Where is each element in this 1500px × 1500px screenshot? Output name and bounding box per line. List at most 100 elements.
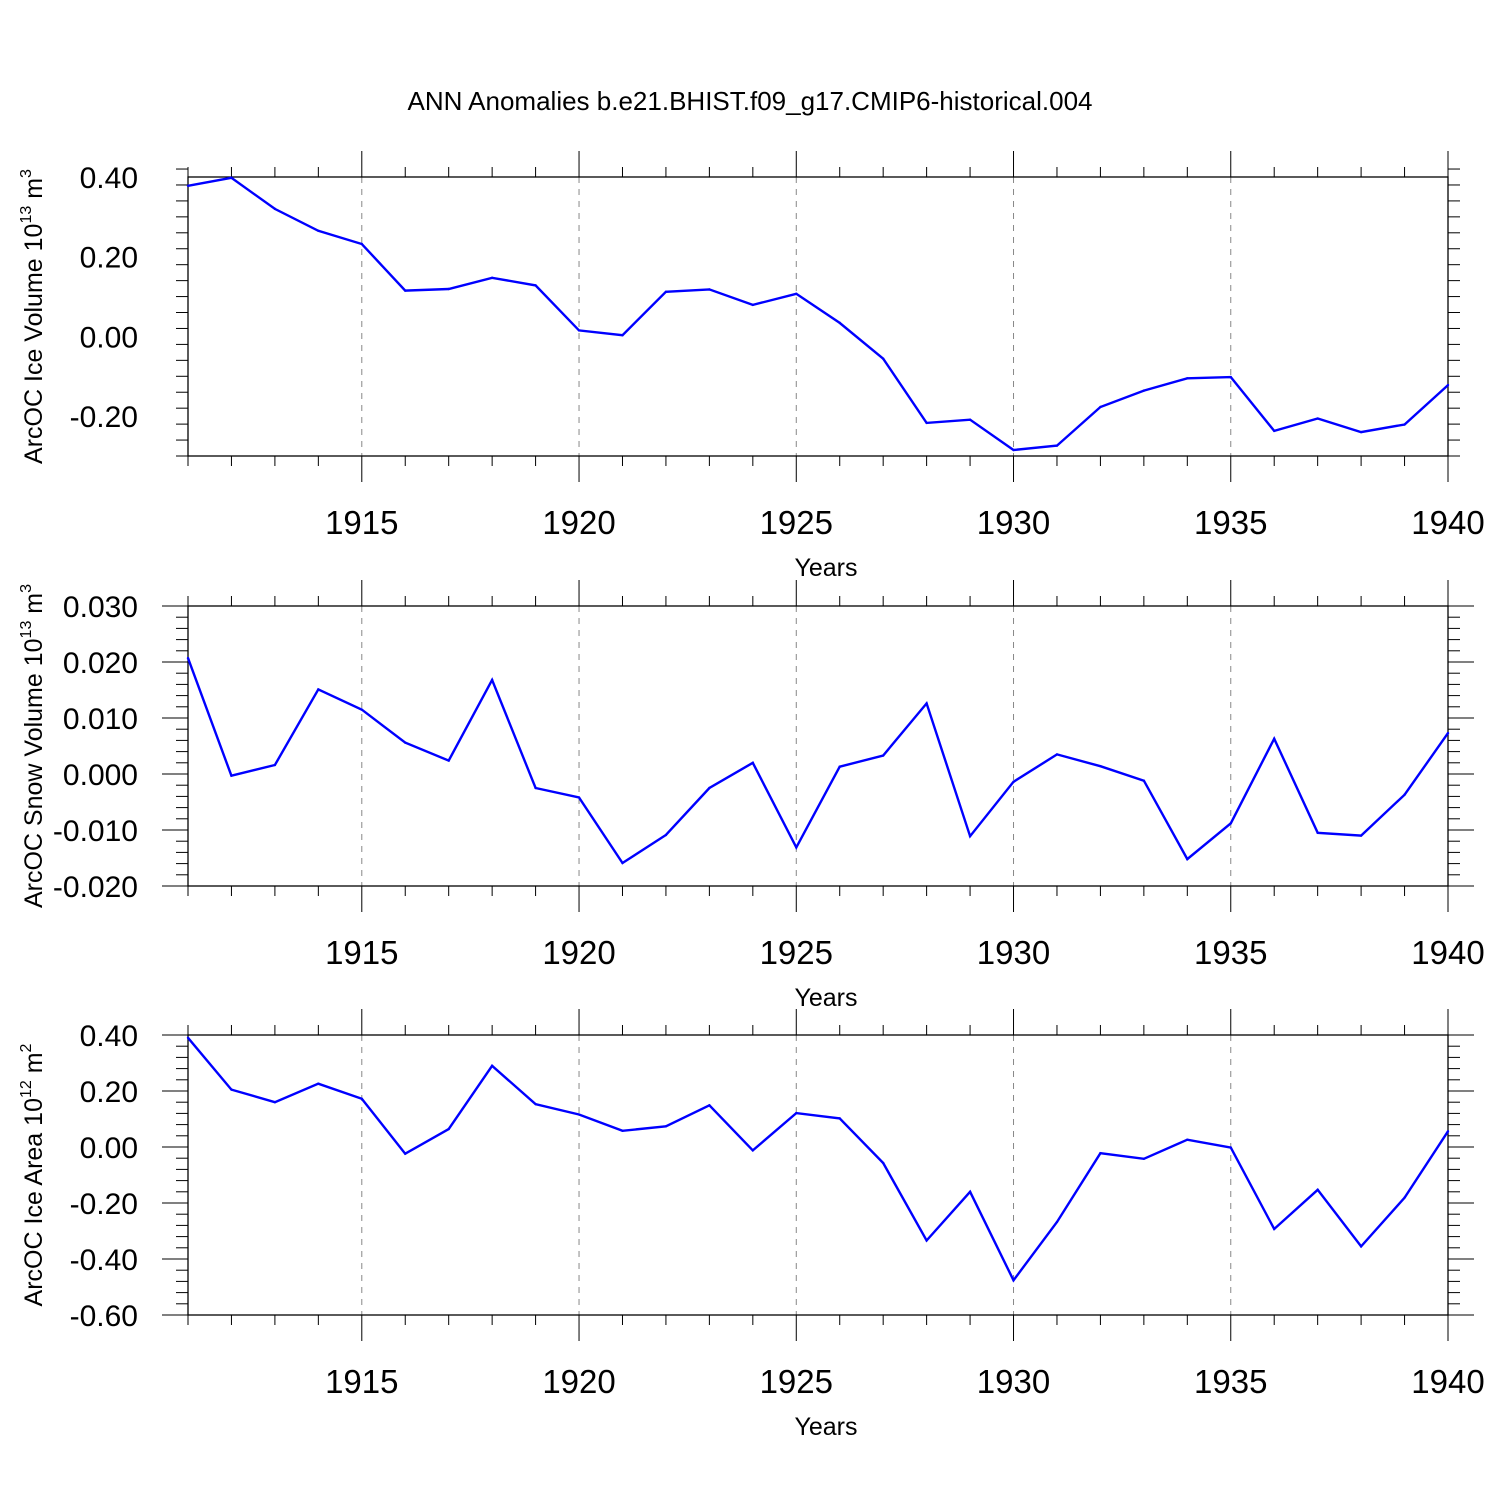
y-label-exponent: 13 [18,621,35,639]
data-point [1273,1227,1276,1231]
data-point [317,1082,320,1085]
data-point [273,1101,277,1104]
data-point [925,702,928,705]
data-point [1012,1279,1015,1282]
data-point [751,761,755,764]
y-tick-label: -0.020 [53,871,138,904]
series-line-snow-volume [186,657,1449,865]
data-point [577,796,581,799]
data-point [881,357,885,360]
data-point [490,276,494,280]
data-point [404,741,407,744]
data-point [534,1102,537,1106]
x-tick-label: 1920 [542,504,615,541]
y-tick-label: -0.010 [53,815,138,848]
data-point [1229,822,1232,825]
data-point [751,303,755,307]
data-point [360,242,363,246]
data-point [621,861,624,865]
x-tick-label: 1940 [1411,504,1484,541]
data-point [1142,1157,1146,1160]
x-tick-label: 1940 [1411,934,1484,971]
y-label-unit-exponent: 3 [18,584,35,593]
data-point [1186,1138,1189,1141]
x-tick-label: 1930 [977,1363,1050,1400]
data-point [186,656,190,660]
data-point [838,321,841,325]
y-label-text: ArcOC Snow Volume 10 [20,638,48,908]
data-point [490,678,494,682]
data-point [1403,793,1406,796]
y-axis-label: ArcOC Ice Volume 1013 m3 [18,169,48,464]
x-tick-label: 1920 [542,934,615,971]
y-tick-label: -0.20 [70,1188,138,1221]
data-point [447,287,450,291]
y-label-exponent: 12 [18,1080,35,1098]
data-point [1229,1146,1232,1149]
data-point [534,786,537,790]
y-label-exponent: 13 [18,206,35,224]
data-point [317,229,320,233]
data-point [404,1152,407,1155]
y-tick-label: 0.030 [63,591,138,624]
data-point [1186,377,1189,380]
data-point [968,418,972,421]
x-tick-label: 1920 [542,1363,615,1400]
x-tick-label: 1935 [1194,934,1267,971]
data-point [230,774,233,777]
data-point [1142,389,1146,392]
data-point [1099,1151,1102,1155]
data-point [795,846,798,849]
data-point [1359,1245,1363,1248]
data-point [1359,430,1363,434]
data-point [795,1111,798,1115]
data-point [1359,834,1363,837]
data-point [795,292,798,295]
y-label-unit: m [20,178,48,206]
data-point [1012,780,1015,784]
x-tick-label: 1940 [1411,1363,1484,1400]
y-tick-label: 0.00 [80,321,138,354]
series-line-ice-volume [187,176,1449,452]
data-point [360,708,363,711]
data-point [1403,1196,1406,1199]
data-point [881,754,885,757]
y-label-unit-exponent: 2 [18,1043,35,1052]
plot-frame [187,176,1449,457]
y-tick-label: 0.020 [63,647,138,680]
data-point [1186,857,1189,861]
y-tick-label: -0.40 [70,1244,138,1277]
data-point [230,176,233,179]
data-point [577,1113,581,1116]
data-point [1055,753,1059,756]
data-point [1055,1220,1059,1224]
data-point [1273,429,1276,433]
data-point [273,207,277,211]
data-point [1099,405,1102,409]
data-point [1446,383,1450,387]
y-label-unit: m [20,593,48,621]
plot-frame [187,605,1449,887]
x-tick-label: 1915 [325,1363,398,1400]
y-label-text: ArcOC Ice Area 10 [20,1098,48,1306]
x-axis-label: Years [794,554,857,582]
data-point [490,1064,494,1068]
data-point [317,688,320,691]
data-point [1229,375,1232,379]
data-point [1099,764,1102,768]
data-point [404,289,407,292]
x-tick-label: 1925 [760,934,833,971]
data-point [447,1127,450,1131]
y-label-unit-exponent: 3 [18,169,35,178]
y-tick-label: -0.20 [70,401,138,434]
data-point [664,833,668,837]
y-tick-label: 0.000 [63,759,138,792]
data-point [925,421,928,425]
y-tick-label: 0.40 [80,1020,138,1053]
data-point [1273,737,1276,740]
y-label-text: ArcOC Ice Volume 10 [20,224,48,464]
panels: 1915 1920 1925 1930 1935 1940 Years 0.40 0.20 0.0… [18,151,1485,1441]
data-point [186,1036,190,1040]
data-point [230,1088,233,1091]
